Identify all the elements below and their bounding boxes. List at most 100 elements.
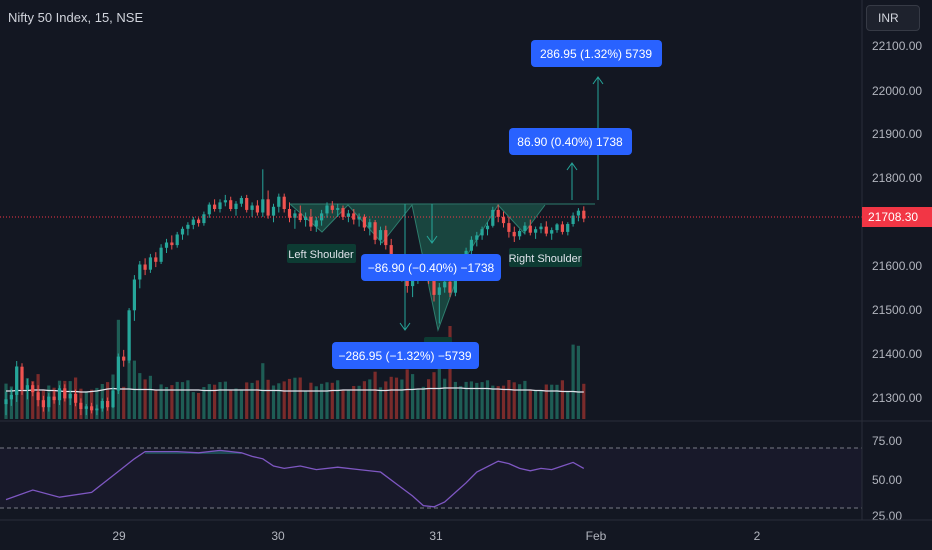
candle	[550, 227, 554, 240]
candle-body	[571, 215, 575, 224]
candle-body	[229, 200, 233, 209]
left-shoulder-text: Left Shoulder	[288, 249, 354, 261]
candle	[282, 193, 286, 213]
candle-body	[277, 196, 281, 207]
volume-bar	[191, 392, 195, 419]
candle-body	[261, 199, 265, 213]
candle-body	[148, 257, 152, 270]
symbol-title[interactable]: Nifty 50 Index, 15, NSE	[8, 10, 144, 25]
candle-body	[191, 219, 195, 225]
candle-body	[154, 257, 158, 262]
volume-bar	[180, 382, 185, 419]
candle-body	[20, 366, 24, 390]
target-up-big-text: 286.95 (1.32%) 5739	[540, 47, 652, 61]
candle	[304, 212, 308, 227]
candle-body	[534, 229, 538, 233]
candle-body	[266, 199, 270, 216]
candle-body	[432, 278, 436, 295]
candle-body	[4, 399, 8, 405]
candle-body	[138, 264, 142, 280]
volume-bar	[159, 384, 163, 419]
candle	[68, 390, 72, 405]
candle-body	[250, 205, 254, 210]
candle	[218, 199, 222, 213]
candle	[9, 388, 13, 406]
time-axis[interactable]: 29 30 31 Feb 2	[112, 529, 760, 543]
volume-bar	[448, 326, 452, 419]
candle-body	[57, 388, 62, 401]
volume-bar	[293, 377, 297, 419]
target-down-small-label[interactable]: −86.90 (−0.40%) −1738	[361, 254, 501, 281]
volume-bar	[143, 379, 147, 419]
candle	[143, 258, 147, 276]
last-price-text: 21708.30	[868, 210, 918, 224]
candle	[164, 238, 169, 253]
candle-body	[164, 242, 169, 248]
volume-bar	[480, 382, 484, 419]
candle	[437, 283, 441, 324]
time-label: 30	[271, 529, 285, 543]
candle	[57, 385, 62, 405]
volume-bar	[287, 378, 292, 419]
candle	[507, 216, 511, 238]
candle	[528, 219, 532, 236]
volume-bar	[571, 344, 575, 419]
candle-body	[362, 216, 366, 228]
candle-body	[469, 239, 473, 251]
candle-body	[507, 223, 511, 232]
candle-body	[384, 230, 388, 246]
currency-button[interactable]: INR	[866, 5, 920, 31]
candle	[127, 308, 131, 364]
candle-body	[207, 204, 211, 215]
candle	[544, 221, 548, 237]
candle	[469, 236, 473, 256]
time-label: 2	[754, 529, 761, 543]
volume-bar	[352, 386, 356, 419]
volume-bar	[138, 373, 142, 419]
volume-bar	[277, 383, 281, 419]
volume-bar	[566, 391, 570, 419]
candle-body	[132, 279, 136, 311]
volume-bar	[459, 386, 463, 419]
volume-bar	[271, 385, 276, 419]
volume-bar	[475, 382, 479, 419]
candle-body	[170, 242, 174, 246]
volume-bar	[95, 387, 99, 419]
volume-bar	[304, 390, 308, 419]
volume-bar	[245, 382, 249, 419]
candle	[352, 209, 356, 225]
volume-bar	[411, 374, 415, 419]
volume-bar	[250, 382, 254, 419]
target-up-small-arrowhead	[566, 162, 578, 171]
candle	[239, 195, 243, 207]
target-down-big-label[interactable]: −286.95 (−1.32%) −5739	[332, 342, 479, 369]
candle-body	[523, 225, 527, 231]
volume-bar	[309, 382, 313, 419]
volume-bar	[394, 377, 399, 419]
volume-bar	[127, 313, 131, 419]
candle-body	[501, 216, 506, 224]
candle-body	[512, 231, 516, 237]
volume-bar	[416, 388, 420, 419]
candle	[582, 206, 586, 223]
volume-bar	[255, 380, 259, 419]
candle	[41, 395, 45, 412]
volume-bar	[437, 362, 441, 419]
left-shoulder-label: Left Shoulder	[287, 244, 356, 263]
candle-body	[127, 310, 131, 361]
candle-body	[453, 274, 457, 293]
candle-body	[111, 390, 115, 408]
candle-body	[197, 219, 201, 224]
rsi-axis[interactable]: 75.00 50.00 25.00	[872, 434, 902, 523]
target-up-small-label[interactable]: 86.90 (0.40%) 1738	[509, 128, 632, 155]
candle	[539, 223, 543, 234]
price-axis[interactable]: 22100.00 22000.00 21900.00 21800.00 2160…	[872, 39, 922, 405]
candle	[373, 220, 377, 245]
volume-bar	[378, 387, 383, 419]
volume-bar	[202, 387, 206, 419]
candle	[175, 231, 179, 248]
target-up-big-label[interactable]: 286.95 (1.32%) 5739	[531, 40, 662, 67]
volume-bar	[507, 380, 511, 419]
volume-bar	[213, 384, 217, 419]
